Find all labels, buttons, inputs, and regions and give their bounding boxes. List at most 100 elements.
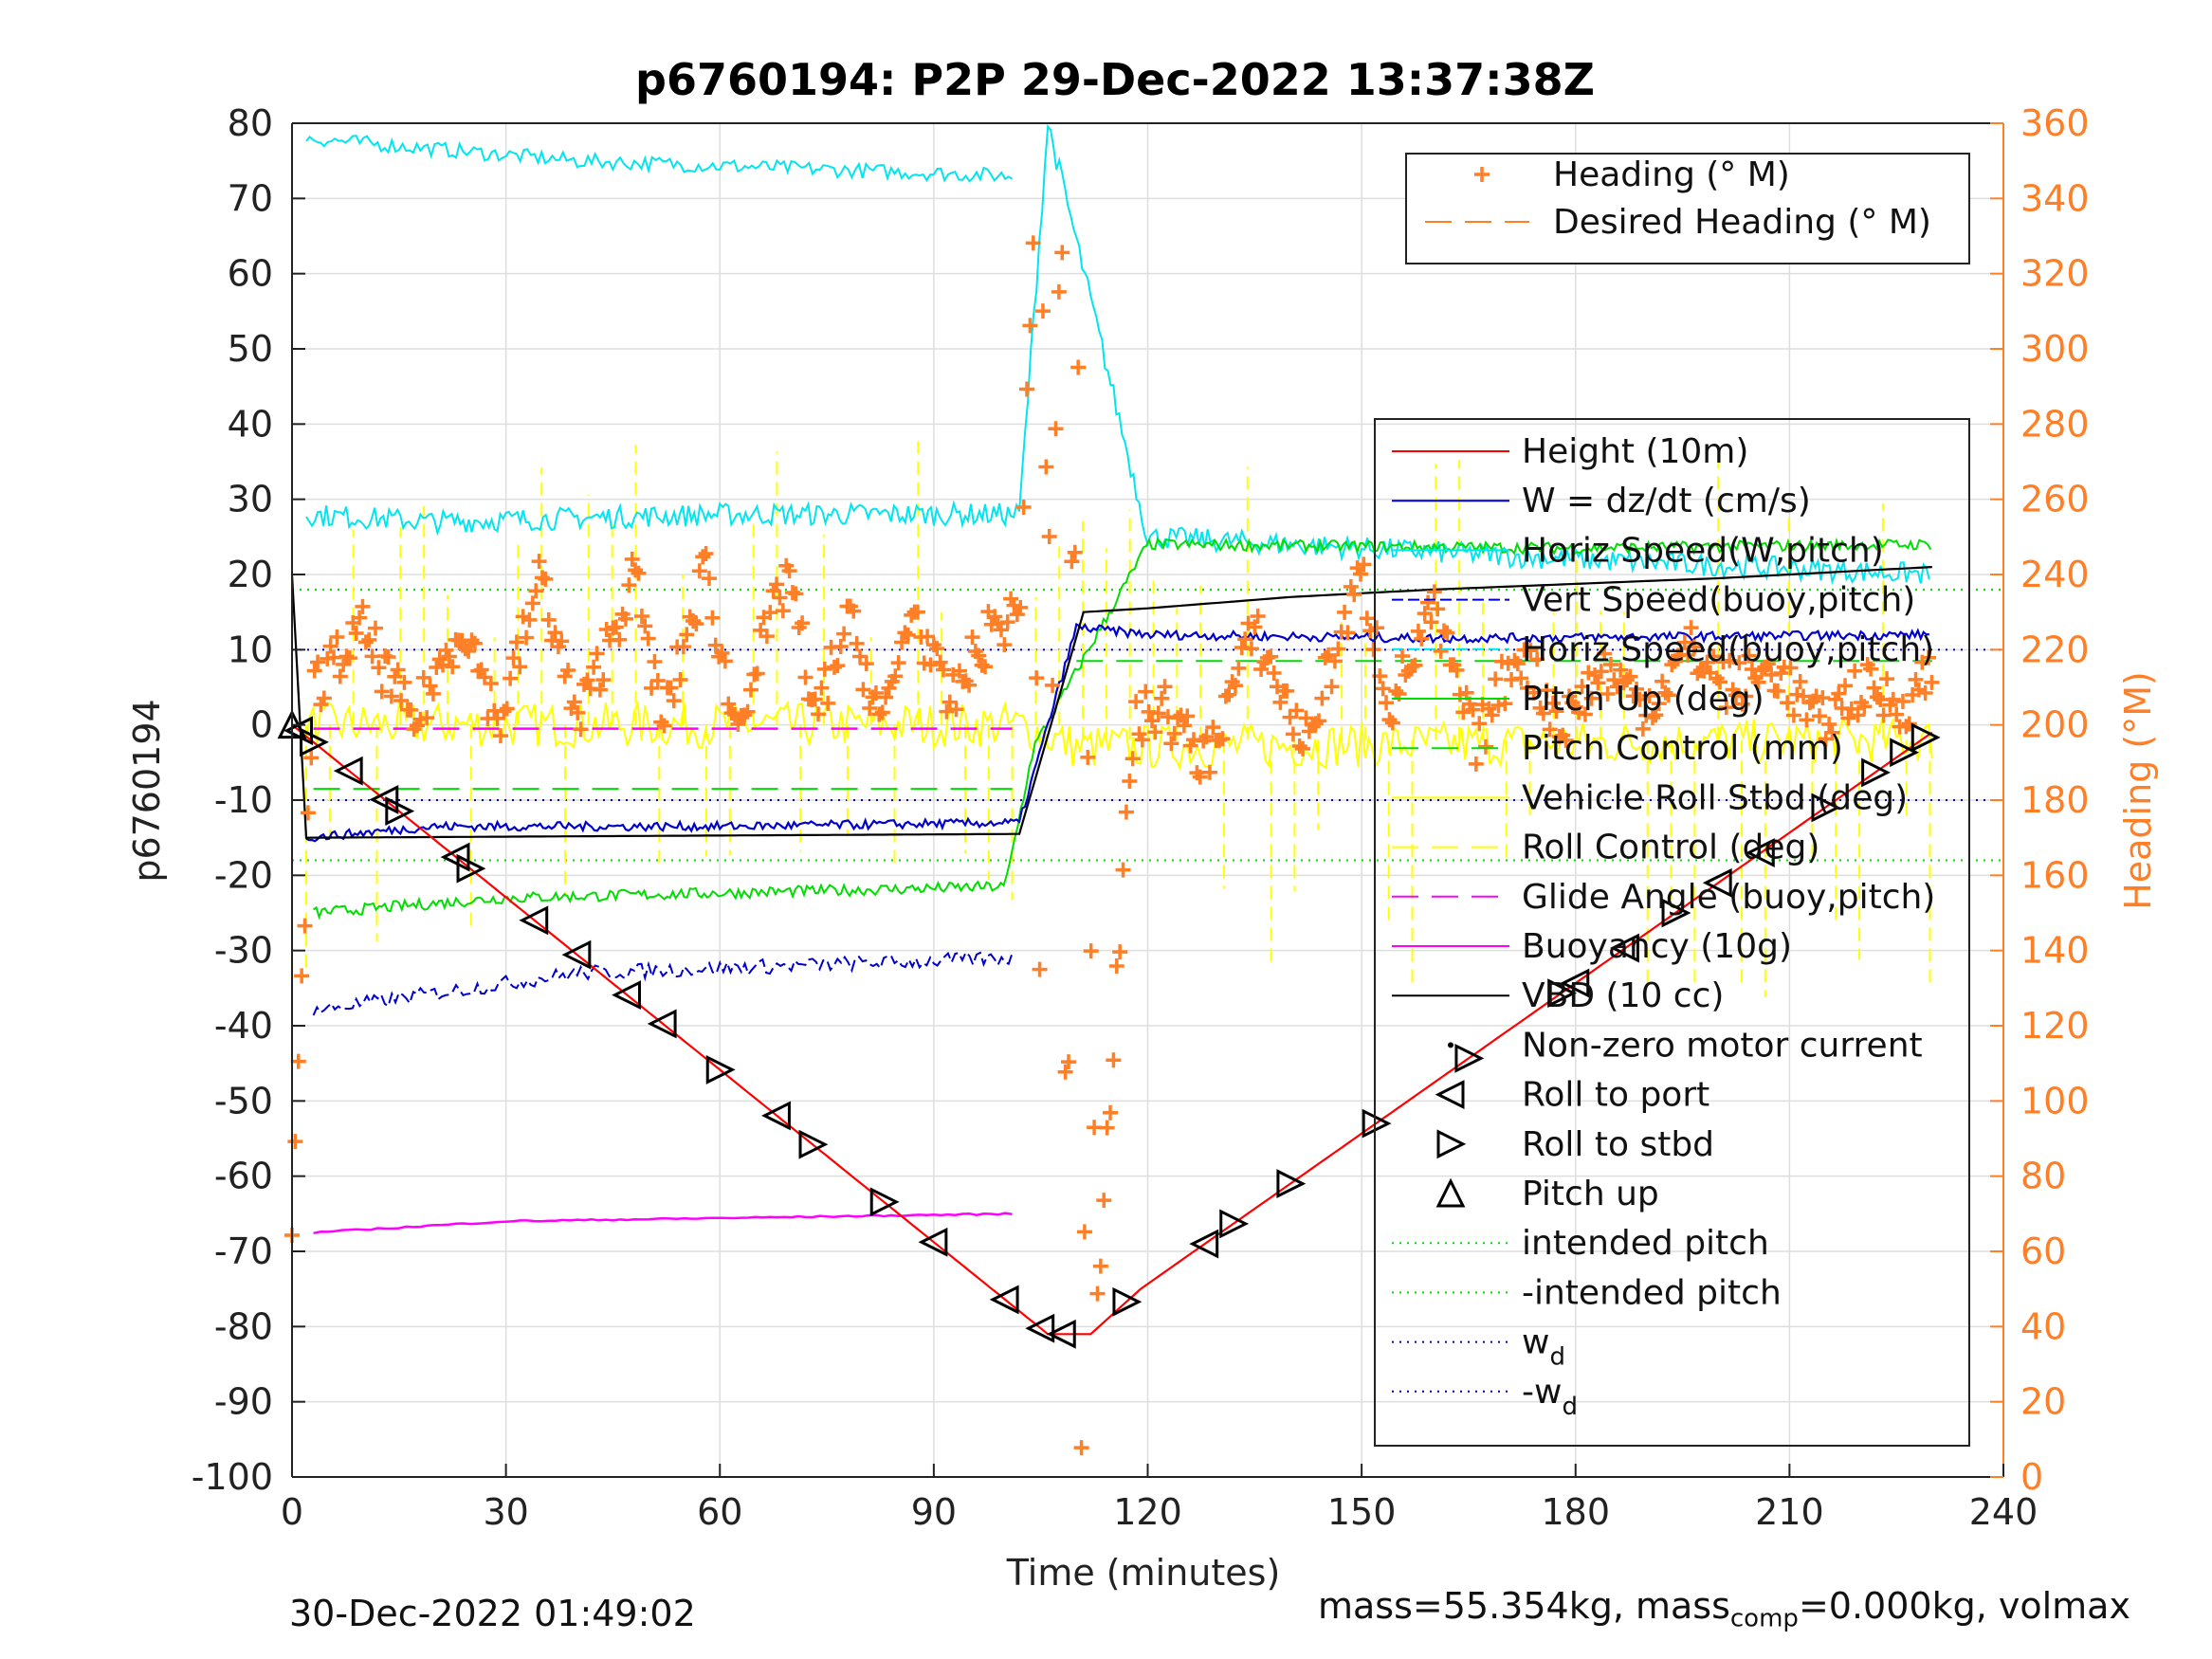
x-tick-label: 30 xyxy=(483,1491,528,1533)
heading-marker xyxy=(1112,944,1128,960)
y-tick-label: 20 xyxy=(228,554,273,595)
heading-marker xyxy=(374,684,390,700)
legend-main-entry: Height (10m) xyxy=(1522,432,1748,471)
roll-to-port-marker xyxy=(989,1285,1019,1315)
heading-marker xyxy=(1683,620,1699,636)
legend-main-entry: wd xyxy=(1522,1323,1565,1372)
heading-marker xyxy=(1025,235,1041,251)
heading-marker xyxy=(367,620,383,636)
roll-to-stbd-marker xyxy=(385,796,415,827)
heading-marker xyxy=(512,659,528,675)
heading-marker xyxy=(900,627,916,643)
heading-marker xyxy=(1792,674,1808,690)
heading-marker xyxy=(807,691,823,707)
heading-marker xyxy=(1513,670,1529,686)
y-tick-label: -30 xyxy=(214,930,273,972)
roll-to-stbd-marker xyxy=(1661,898,1691,928)
heading-marker xyxy=(1414,630,1430,647)
heading-marker xyxy=(1108,958,1124,975)
legend-main-box xyxy=(1374,418,1970,1447)
heading-marker xyxy=(1917,685,1933,702)
heading-marker xyxy=(1032,961,1048,977)
heading-marker xyxy=(1529,651,1545,667)
heading-marker xyxy=(1465,702,1481,718)
heading-marker xyxy=(862,700,878,716)
heading-marker xyxy=(496,703,512,720)
heading-marker xyxy=(1509,656,1526,672)
heading-marker xyxy=(1613,662,1629,678)
heading-marker xyxy=(387,668,403,684)
heading-marker xyxy=(1593,664,1609,680)
heading-marker xyxy=(403,702,419,718)
heading-marker xyxy=(316,690,332,706)
y-tick-label: 50 xyxy=(228,328,273,370)
y-tick-label: 10 xyxy=(228,629,273,670)
heading-marker xyxy=(1840,710,1856,726)
chart-title: p6760194: P2P 29-Dec-2022 13:37:38Z xyxy=(635,54,1595,105)
legend-main-entry: Horiz Speed(W,pitch) xyxy=(1522,531,1884,570)
legend-top-entry: Desired Heading (° M) xyxy=(1553,203,1931,242)
heading-marker xyxy=(466,635,483,651)
legend-main-entry: intended pitch xyxy=(1522,1224,1769,1263)
heading-marker xyxy=(1115,862,1131,878)
heading-marker xyxy=(1686,639,1702,655)
heading-marker xyxy=(675,639,691,655)
heading-marker xyxy=(1535,705,1551,721)
heading-marker xyxy=(1908,671,1924,687)
legend-top: Heading (° M) Desired Heading (° M) xyxy=(1405,153,1970,264)
heading-marker xyxy=(1407,657,1423,673)
heading-marker xyxy=(887,668,904,684)
heading-marker xyxy=(707,637,723,653)
heading-marker xyxy=(1388,683,1404,699)
roll-to-stbd-marker xyxy=(1219,1209,1250,1239)
y2-tick-label: 280 xyxy=(2020,403,2090,445)
heading-marker xyxy=(1629,681,1645,697)
roll-to-stbd-marker xyxy=(869,1187,900,1217)
heading-marker xyxy=(1163,736,1179,752)
heading-marker xyxy=(1266,665,1282,682)
heading-marker xyxy=(1468,756,1484,772)
heading-marker xyxy=(1484,707,1500,723)
y-tick-label: -50 xyxy=(214,1080,273,1121)
legend-swatch-triangle xyxy=(1436,1129,1467,1159)
heading-marker xyxy=(1087,1120,1103,1136)
roll-to-stbd-marker xyxy=(1547,978,1578,1009)
legend-main-entry: Pitch Control (mm) xyxy=(1522,729,1843,768)
heading-marker xyxy=(1311,713,1326,729)
y2-tick-label: 20 xyxy=(2020,1381,2066,1423)
heading-marker xyxy=(971,647,987,664)
heading-marker xyxy=(508,634,524,650)
heading-marker xyxy=(1215,731,1231,747)
heading-marker xyxy=(1122,774,1138,790)
heading-marker xyxy=(524,595,540,611)
legend-swatch-triangle xyxy=(1435,1177,1466,1208)
heading-marker xyxy=(999,614,1015,630)
heading-marker xyxy=(1577,706,1593,722)
series-vbd xyxy=(290,566,1932,839)
y2-tick-label: 120 xyxy=(2020,1005,2090,1047)
heading-marker xyxy=(1821,716,1837,732)
roll-to-stbd-marker xyxy=(705,1054,736,1085)
heading-marker xyxy=(473,662,489,678)
heading-marker xyxy=(909,604,925,620)
legend-top-box xyxy=(1405,153,1970,264)
heading-marker xyxy=(698,546,714,562)
heading-marker xyxy=(704,610,721,626)
roll-to-stbd-marker xyxy=(1910,722,1941,753)
y-tick-label: 70 xyxy=(228,177,273,219)
heading-marker xyxy=(1106,1052,1122,1068)
heading-marker xyxy=(1824,724,1840,740)
heading-marker xyxy=(1263,648,1279,665)
heading-marker xyxy=(964,629,980,646)
heading-marker xyxy=(1041,528,1057,544)
heading-marker xyxy=(695,549,711,565)
heading-marker xyxy=(1073,1440,1089,1456)
legend-top-entry: Heading (° M) xyxy=(1553,155,1790,194)
heading-marker xyxy=(303,750,320,766)
heading-marker xyxy=(1179,708,1196,724)
heading-marker xyxy=(329,629,345,645)
series-vert-speed-buoy xyxy=(312,950,1014,1016)
y-tick-label: -90 xyxy=(214,1381,273,1423)
heading-marker xyxy=(836,626,852,642)
heading-marker xyxy=(1539,683,1555,699)
